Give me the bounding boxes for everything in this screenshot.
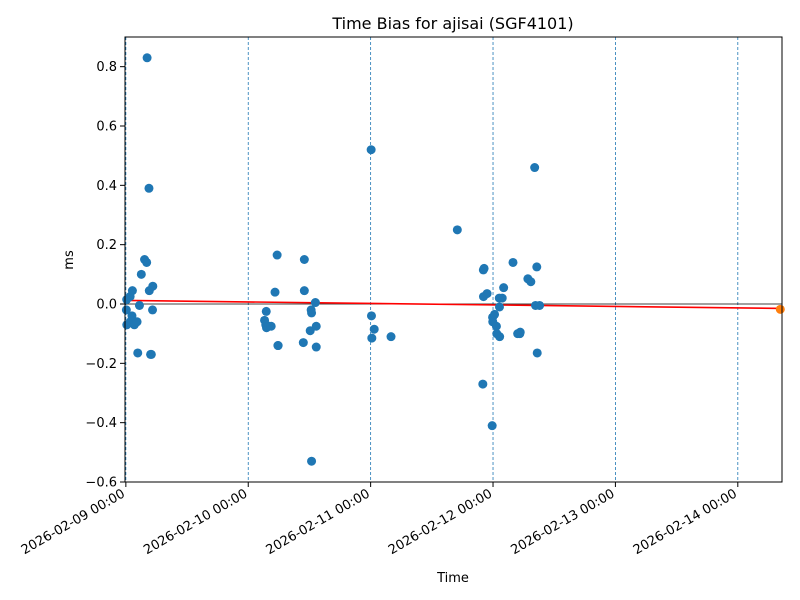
data-point bbox=[494, 302, 504, 312]
y-axis-label: ms bbox=[62, 250, 77, 270]
data-point bbox=[530, 163, 540, 173]
data-point bbox=[366, 311, 376, 321]
plot-area bbox=[121, 36, 785, 483]
data-point bbox=[273, 341, 283, 351]
x-axis-label: Time bbox=[436, 571, 469, 586]
data-point bbox=[479, 263, 489, 273]
y-tick-label: −0.4 bbox=[85, 416, 117, 431]
data-point bbox=[148, 281, 158, 291]
data-point bbox=[266, 321, 276, 331]
plot-border bbox=[124, 36, 783, 483]
data-point bbox=[142, 257, 152, 267]
data-point bbox=[495, 332, 505, 342]
data-point bbox=[535, 300, 545, 310]
data-point bbox=[307, 308, 317, 318]
data-point bbox=[127, 286, 137, 296]
data-point bbox=[136, 269, 146, 279]
data-point bbox=[367, 333, 377, 343]
data-point bbox=[261, 306, 271, 316]
y-tick-label: 0.6 bbox=[96, 120, 117, 135]
data-point bbox=[499, 283, 509, 293]
data-point bbox=[386, 332, 396, 342]
data-point bbox=[310, 298, 320, 308]
data-point bbox=[134, 300, 144, 310]
data-point bbox=[270, 287, 280, 297]
y-tick-label: 0.4 bbox=[96, 179, 117, 194]
data-point bbox=[497, 293, 507, 303]
data-point bbox=[526, 277, 536, 287]
data-point bbox=[515, 327, 525, 337]
grid-lines bbox=[125, 37, 739, 482]
chart-title: Time Bias for ajisai (SGF4101) bbox=[331, 14, 573, 33]
data-point bbox=[369, 324, 379, 334]
y-tick-label: −0.6 bbox=[85, 476, 117, 491]
data-point bbox=[366, 145, 376, 155]
y-axis: −0.6 −0.4 −0.2 0.0 0.2 0.4 0.6 0.8 bbox=[85, 60, 125, 491]
data-point bbox=[490, 309, 500, 319]
data-point bbox=[311, 321, 321, 331]
data-point bbox=[132, 317, 142, 327]
data-point bbox=[299, 255, 309, 264]
data-point bbox=[491, 321, 501, 331]
data-point bbox=[487, 421, 497, 431]
y-tick-label: 0.8 bbox=[96, 60, 117, 75]
trend-series bbox=[125, 299, 783, 310]
data-point bbox=[127, 311, 137, 321]
prediction-series bbox=[775, 304, 785, 314]
y-tick-label: 0.0 bbox=[96, 298, 117, 313]
y-tick-label: −0.2 bbox=[85, 357, 117, 372]
prediction-point bbox=[775, 304, 785, 314]
data-point bbox=[532, 348, 542, 358]
y-tick-label: 0.2 bbox=[96, 238, 117, 253]
data-point bbox=[146, 349, 156, 359]
data-point bbox=[478, 379, 488, 389]
data-point bbox=[142, 53, 152, 63]
data-point bbox=[272, 250, 282, 260]
data-point bbox=[133, 348, 143, 358]
data-point bbox=[298, 338, 308, 348]
data-point bbox=[307, 456, 317, 466]
data-point bbox=[148, 305, 158, 315]
data-point bbox=[144, 183, 154, 193]
data-point bbox=[482, 289, 492, 299]
data-point bbox=[299, 286, 309, 296]
data-point bbox=[452, 225, 462, 235]
data-points bbox=[121, 53, 545, 466]
trend-line bbox=[125, 299, 783, 310]
data-point bbox=[532, 262, 542, 272]
data-point bbox=[121, 305, 131, 315]
data-point bbox=[508, 257, 518, 267]
data-point bbox=[311, 342, 321, 352]
